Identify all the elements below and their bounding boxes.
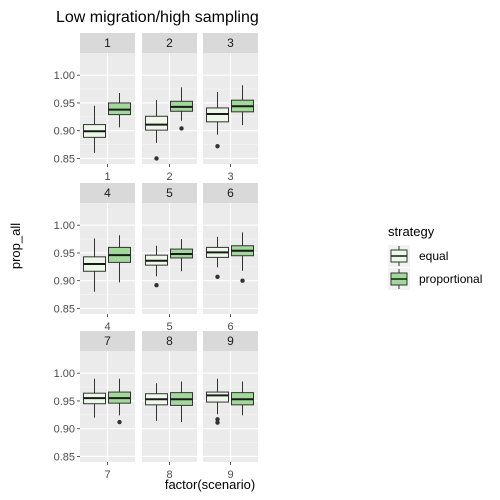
legend-item-proportional: proportional bbox=[388, 268, 482, 290]
facet-strip-label: 1 bbox=[104, 36, 111, 50]
facet-panel-5: 55 bbox=[142, 183, 197, 333]
x-tick-label: 7 bbox=[104, 469, 110, 481]
legend-label: equal bbox=[419, 249, 448, 263]
facet-panel-4: 40.850.900.951.004 bbox=[54, 183, 135, 333]
facet-strip-label: 4 bbox=[104, 186, 111, 200]
facet-panel-1: 1 0.85 0.90 0.95 1.00 1 bbox=[54, 33, 135, 183]
legend: strategy equal proportional bbox=[388, 224, 482, 290]
y-tick-label: 1.00 bbox=[54, 70, 75, 82]
y-tick-label: 0.90 bbox=[54, 126, 75, 138]
outlier-point bbox=[154, 156, 158, 160]
outlier-point bbox=[179, 126, 183, 130]
facet-strip-label: 5 bbox=[166, 186, 173, 200]
y-tick-label: 0.95 bbox=[54, 396, 75, 408]
y-tick-label: 0.95 bbox=[54, 98, 75, 110]
facet-panel-7: 7 0.85 0.90 0.95 1.00 7 bbox=[54, 331, 135, 481]
facet-panel-8: 88 bbox=[142, 331, 197, 481]
y-axis-title: prop_all bbox=[8, 223, 23, 269]
y-tick-label: 0.85 bbox=[54, 153, 75, 165]
facet-panels: 10.850.900.951.001223340.850.900.951.004… bbox=[54, 33, 258, 481]
facet-panel-2: 22 bbox=[142, 33, 197, 183]
y-tick-label: 1.00 bbox=[54, 368, 75, 380]
outlier-point bbox=[240, 279, 244, 283]
x-tick-label: 2 bbox=[166, 171, 172, 183]
outlier-point bbox=[215, 420, 219, 424]
box-iqr bbox=[207, 392, 229, 402]
legend-label: proportional bbox=[419, 272, 482, 286]
outlier-point bbox=[215, 144, 219, 148]
legend-title: strategy bbox=[388, 224, 435, 239]
y-tick-label: 1.00 bbox=[54, 220, 75, 232]
x-tick-label: 3 bbox=[227, 171, 233, 183]
outlier-point bbox=[117, 420, 121, 424]
x-tick-label: 1 bbox=[104, 171, 110, 183]
box-iqr bbox=[146, 116, 168, 130]
y-tick-label: 0.95 bbox=[54, 248, 75, 260]
facet-strip-label: 8 bbox=[166, 334, 173, 348]
facet-strip-label: 2 bbox=[166, 36, 173, 50]
facet-panel-6: 66 bbox=[203, 183, 258, 333]
chart-title: Low migration/high sampling bbox=[56, 9, 259, 26]
outlier-point bbox=[154, 283, 158, 287]
facet-strip-label: 9 bbox=[227, 334, 234, 348]
outlier-point bbox=[215, 275, 219, 279]
x-axis-title: factor(scenario) bbox=[165, 477, 255, 492]
y-tick-label: 0.90 bbox=[54, 276, 75, 288]
facet-panel-9: 99 bbox=[203, 331, 258, 481]
legend-items: equal proportional bbox=[388, 245, 482, 290]
y-tick-label: 0.85 bbox=[54, 303, 75, 315]
legend-item-equal: equal bbox=[388, 245, 448, 267]
y-tick-label: 0.85 bbox=[54, 451, 75, 463]
y-tick-label: 0.90 bbox=[54, 424, 75, 436]
facet-strip-label: 3 bbox=[227, 36, 234, 50]
facet-panel-3: 33 bbox=[203, 33, 258, 183]
facet-strip-label: 7 bbox=[104, 334, 111, 348]
facet-strip-label: 6 bbox=[227, 186, 234, 200]
x-tick-label: 8 bbox=[166, 469, 172, 481]
x-tick-label: 9 bbox=[227, 469, 233, 481]
